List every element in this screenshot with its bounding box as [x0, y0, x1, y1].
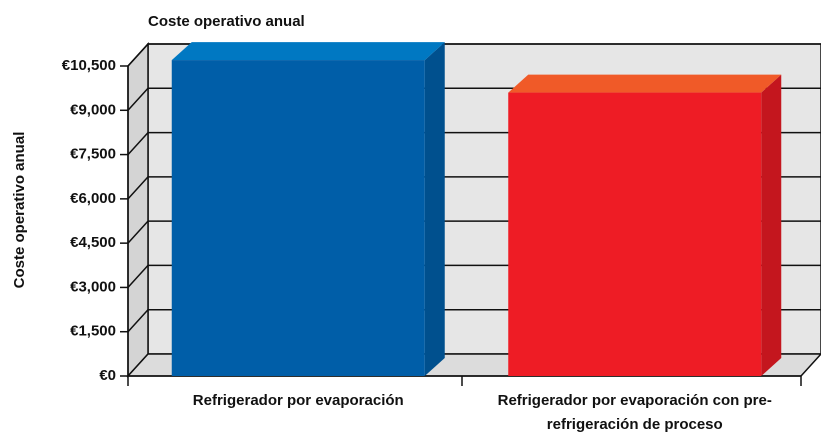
x-tick-label: Refrigerador por evaporación con pre-ref… — [497, 392, 772, 433]
y-tick-label: €6,000 — [70, 190, 116, 207]
y-tick-label: €9,000 — [70, 101, 116, 118]
y-tick-label: €10,500 — [62, 57, 116, 74]
y-tick-label: €3,000 — [70, 278, 116, 295]
y-tick-label: €1,500 — [70, 323, 116, 340]
bar-side — [424, 42, 445, 376]
bar-top — [171, 42, 445, 61]
grid-line — [127, 43, 821, 67]
bar-top — [508, 74, 782, 93]
bar — [508, 92, 762, 377]
y-tick-label: €7,500 — [70, 146, 116, 163]
bar — [171, 60, 425, 376]
x-tick-label: Refrigerador por evaporación — [192, 392, 404, 409]
chart-title: Coste operativo anual — [148, 13, 305, 30]
y-axis-label: Coste operativo anual — [11, 132, 28, 289]
bar-side — [761, 74, 782, 377]
y-tick-label: €0 — [99, 367, 116, 384]
side-wall — [127, 42, 149, 378]
y-tick-label: €4,500 — [70, 234, 116, 251]
